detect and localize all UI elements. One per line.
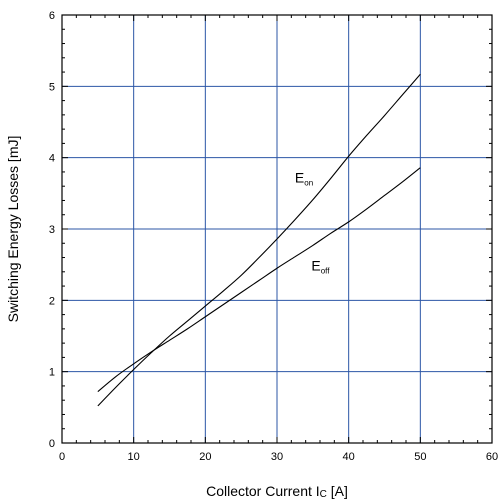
series-label-eoff-sub: off	[321, 266, 331, 275]
x-tick-label: 60	[486, 451, 498, 463]
series-label-eon-main: E	[295, 170, 304, 186]
series-label-eon: Eon	[295, 170, 313, 188]
series-label-eon-sub: on	[304, 179, 313, 188]
x-tick-label: 30	[271, 451, 283, 463]
x-tick-label: 50	[414, 451, 426, 463]
series-label-eoff: Eoff	[311, 257, 330, 275]
x-axis-title-main: Collector Current I	[206, 483, 320, 499]
x-axis-title: Collector Current IC [A]	[206, 483, 348, 500]
x-tick-label: 0	[59, 451, 65, 463]
grid-lines	[62, 15, 492, 443]
series-label-eoff-main: E	[311, 257, 320, 273]
series-lines	[97, 73, 421, 407]
y-tick-label: 3	[49, 224, 55, 236]
y-tick-label: 1	[49, 367, 55, 379]
x-tick-label: 40	[343, 451, 355, 463]
series-line-eoff	[97, 167, 421, 393]
y-tick-label: 6	[49, 10, 55, 22]
y-tick-label: 4	[49, 153, 55, 165]
y-tick-label: 5	[49, 81, 55, 93]
y-tick-label: 2	[49, 295, 55, 307]
series-line-eon	[97, 73, 421, 407]
y-tick-label: 0	[49, 438, 55, 450]
tick-labels: 0 10 20 30 40 50 60 0 1 2 3 4 5 6	[49, 10, 498, 463]
x-axis-title-sub: C	[320, 489, 327, 500]
x-tick-label: 20	[199, 451, 211, 463]
axis-ticks	[61, 14, 493, 444]
x-axis-title-unit: [A]	[327, 483, 348, 499]
y-axis-title: Switching Energy Losses [mJ]	[5, 136, 21, 323]
x-tick-label: 10	[128, 451, 140, 463]
